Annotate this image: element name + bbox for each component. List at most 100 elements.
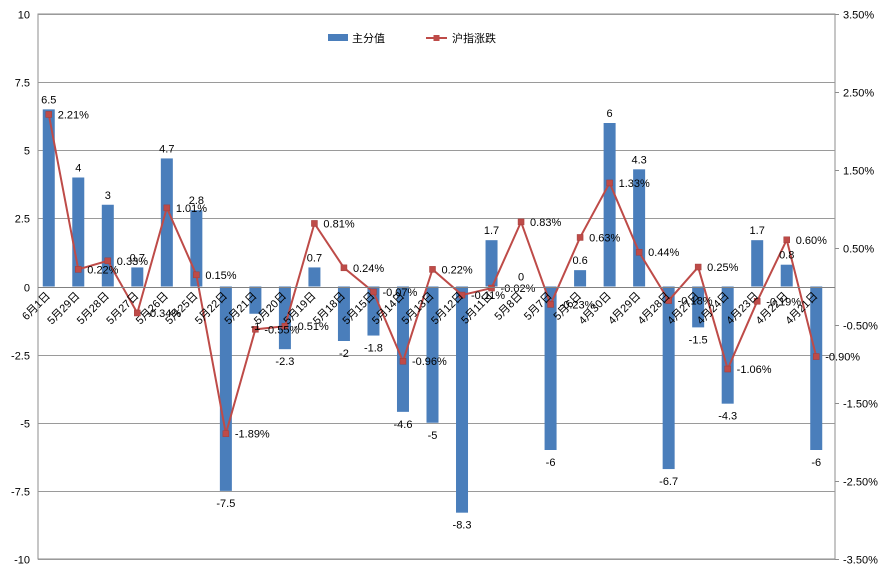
bar xyxy=(249,286,262,314)
bar xyxy=(337,286,350,341)
bar xyxy=(544,286,557,450)
line-marker xyxy=(812,353,820,360)
bar-value-label: 4 xyxy=(75,163,81,175)
line-value-label: -1.89% xyxy=(235,429,270,441)
bar xyxy=(72,177,85,287)
bar-value-label: -1.8 xyxy=(364,343,383,355)
bar xyxy=(751,240,764,287)
bar-series xyxy=(42,109,823,513)
bar xyxy=(131,267,144,287)
line-value-label: 0.81% xyxy=(323,218,354,230)
y-left-tick-label: 10 xyxy=(18,10,30,22)
line-value-label: 0.33% xyxy=(117,256,148,268)
bar xyxy=(603,123,616,287)
line-marker xyxy=(694,263,702,271)
bar xyxy=(160,158,173,287)
line-marker xyxy=(783,236,790,244)
bar-value-label: 1.7 xyxy=(750,225,765,237)
line-value-label: 2.21% xyxy=(58,109,89,121)
y-left-tick-label: 2.5 xyxy=(15,214,30,226)
line-marker xyxy=(458,291,466,299)
data-labels: 6.5 4 3 0.7 4.7 2.8 -7.5 -1 -2.3 0.7 -2 -1.8 -4.6 -5 -… xyxy=(41,94,860,531)
line-marker xyxy=(576,234,584,241)
line-value-label: 1.01% xyxy=(176,203,207,215)
line-marker xyxy=(547,301,554,308)
bar-value-label: -2.3 xyxy=(275,356,294,368)
y-left-tick-label: 7.5 xyxy=(15,78,30,90)
line-value-label: -0.02% xyxy=(501,283,536,295)
bar-value-label: 0.8 xyxy=(779,250,794,262)
line-value-label: 0.63% xyxy=(589,232,620,244)
bar xyxy=(692,286,705,328)
line-marker xyxy=(429,266,436,273)
y-right-tick-label: -0.50% xyxy=(843,321,878,333)
y-left-tick-label: -10 xyxy=(14,555,30,567)
line-marker xyxy=(104,257,112,265)
bar xyxy=(42,109,55,287)
line-value-label: 0.83% xyxy=(530,217,561,229)
bar xyxy=(780,264,793,287)
line-marker xyxy=(252,326,259,333)
bar xyxy=(810,286,823,450)
y-left-tick-label: 0 xyxy=(24,283,30,295)
y-right-tick-label: -1.50% xyxy=(843,399,878,411)
bar-value-label: -6 xyxy=(811,457,821,469)
legend: 主分值 沪指涨跌 xyxy=(328,31,496,45)
bar-value-label: 6 xyxy=(607,108,613,120)
line-value-label: 0.15% xyxy=(205,270,236,282)
bar xyxy=(426,286,439,423)
line-marker xyxy=(281,322,289,330)
bar-value-label: 0.7 xyxy=(130,252,145,264)
bar xyxy=(574,270,587,287)
line-marker xyxy=(311,220,318,227)
bar xyxy=(396,286,409,412)
line-value-label: -0.34% xyxy=(146,308,181,320)
y-left-tick-label: -2.5 xyxy=(11,351,30,363)
legend-line-label: 沪指涨跌 xyxy=(452,31,496,45)
legend-bar-label: 主分值 xyxy=(352,32,385,45)
bar xyxy=(308,267,321,287)
bar-value-label: -6 xyxy=(546,457,556,469)
y-right-tick-label: 0.50% xyxy=(843,244,874,256)
line-series xyxy=(45,111,820,437)
line-marker xyxy=(193,271,200,279)
y-right-tick-label: -2.50% xyxy=(843,477,878,489)
bar-value-label: -7.5 xyxy=(216,498,235,510)
bar xyxy=(721,286,734,404)
bar-value-label: -6.7 xyxy=(659,476,678,488)
line-marker xyxy=(340,264,348,272)
line-value-label: -0.19% xyxy=(766,296,801,308)
legend-bar-swatch xyxy=(328,34,348,41)
line-marker xyxy=(635,248,643,256)
bar xyxy=(485,240,498,287)
y-left-tick-label: -7.5 xyxy=(11,487,30,499)
line-marker xyxy=(517,218,525,226)
line-value-label: -0.90% xyxy=(825,352,860,364)
line-value-label: -0.07% xyxy=(382,287,417,299)
line-value-label: 0.22% xyxy=(442,264,473,276)
line-marker xyxy=(753,298,761,305)
line-value-label: -0.51% xyxy=(294,321,329,333)
bar-value-label: -4.6 xyxy=(393,419,412,431)
line-value-label: 1.33% xyxy=(619,178,650,190)
y-right-tick-label: 1.50% xyxy=(843,166,874,178)
line-marker xyxy=(163,204,171,212)
line-marker xyxy=(724,365,731,373)
bar-value-label: 2.8 xyxy=(189,195,204,207)
line-value-label: 0.25% xyxy=(707,262,738,274)
bar xyxy=(662,286,675,470)
bar-value-label: -8.3 xyxy=(453,520,472,532)
bar xyxy=(456,286,469,513)
bar-value-label: -2 xyxy=(339,348,349,360)
bar-value-label: -1.5 xyxy=(689,334,708,346)
line-marker xyxy=(75,266,82,273)
bar-value-label: 1.7 xyxy=(484,225,499,237)
y-right-tick-label: 2.50% xyxy=(843,88,874,100)
line-marker xyxy=(606,179,613,187)
legend-line-marker xyxy=(433,35,440,41)
line-value-label: 0.44% xyxy=(648,247,679,259)
y-right-tick-label: -3.50% xyxy=(843,555,878,567)
line-value-label: -0.11% xyxy=(471,290,505,302)
line-value-label: -0.18% xyxy=(678,296,713,308)
line-marker xyxy=(399,357,407,365)
